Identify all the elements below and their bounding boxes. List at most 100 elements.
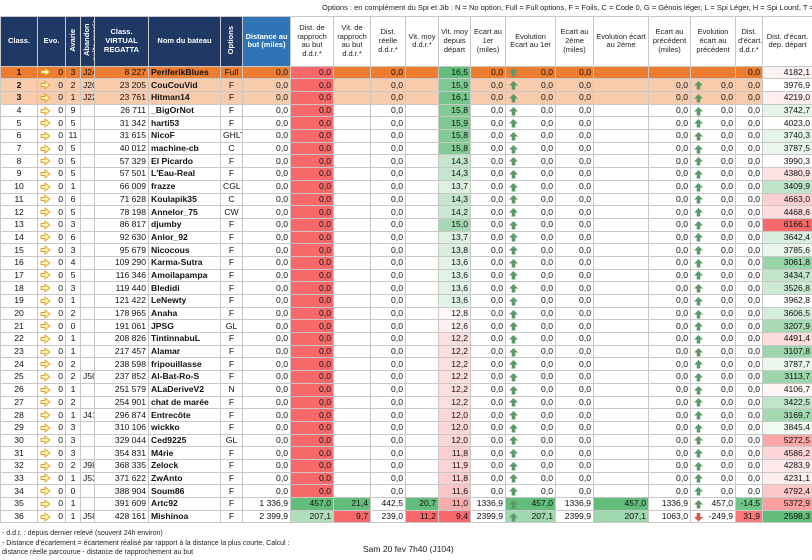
table-cell: 5 bbox=[0, 116, 38, 131]
table-cell bbox=[333, 103, 371, 118]
table-cell: 23 bbox=[0, 344, 38, 359]
cell-text: 457,0 bbox=[309, 498, 331, 509]
table-cell bbox=[80, 205, 95, 219]
table-cell: 95 679 bbox=[94, 243, 149, 257]
cell-text: 0,0 bbox=[491, 358, 503, 369]
table-cell: 0,0 bbox=[690, 230, 736, 245]
arrow-shape bbox=[40, 422, 51, 433]
table-cell: 0,0 bbox=[555, 116, 594, 131]
table-cell: 31 615 bbox=[94, 129, 149, 143]
cell-text: 0,0 bbox=[579, 447, 591, 458]
cell-content: 0,0 bbox=[508, 207, 553, 218]
cell-text: 35 bbox=[14, 498, 24, 509]
table-cell: 8 bbox=[0, 154, 38, 169]
table-cell: 0,0 bbox=[555, 230, 594, 245]
table-cell: F bbox=[220, 357, 243, 372]
table-cell: 0,0 bbox=[470, 471, 506, 486]
cell-text: 12,0 bbox=[451, 434, 468, 445]
table-cell: 0 bbox=[37, 319, 66, 334]
cell-text: 0,0 bbox=[319, 384, 331, 395]
table-cell: 0,0 bbox=[470, 395, 506, 410]
right-arrow-icon bbox=[40, 460, 51, 471]
cell-text: 31 342 bbox=[119, 117, 146, 128]
table-cell: 0,0 bbox=[470, 78, 506, 92]
up-arrow-icon bbox=[509, 195, 518, 204]
cell-text: 0,0 bbox=[391, 269, 403, 280]
table-cell: 0,0 bbox=[735, 268, 763, 283]
cell-text: 0,0 bbox=[579, 269, 591, 280]
table-cell: 4663,0 bbox=[762, 192, 812, 207]
cell-text: 0,0 bbox=[491, 485, 503, 496]
table-cell: 0 bbox=[37, 509, 66, 524]
table-cell: 0,0 bbox=[370, 255, 406, 270]
cell-content: 0 bbox=[40, 169, 63, 180]
table-cell: 0,0 bbox=[370, 179, 406, 194]
table-cell: 0 bbox=[37, 205, 66, 219]
cell-text: 0,0 bbox=[676, 244, 688, 255]
cell-text: 0,0 bbox=[491, 295, 503, 306]
cell-text: 0,0 bbox=[276, 79, 288, 90]
up-arrow-icon bbox=[509, 474, 518, 483]
arrow-shape bbox=[694, 144, 703, 154]
cell-content: 0,0 bbox=[508, 105, 553, 116]
table-cell: 0,0 bbox=[735, 319, 763, 334]
table-cell: 0,0 bbox=[290, 103, 334, 118]
arrow-shape bbox=[694, 182, 703, 192]
cell-text: 0,0 bbox=[541, 79, 553, 90]
table-cell: 0,0 bbox=[690, 116, 736, 131]
cell-text: 0,0 bbox=[319, 358, 331, 369]
cell-text: 28 bbox=[14, 409, 24, 420]
table-cell: 26 711 bbox=[94, 103, 149, 118]
table-cell bbox=[333, 446, 371, 460]
cell-content: 0 bbox=[40, 372, 63, 383]
cell-text: 0,0 bbox=[276, 472, 288, 483]
table-cell: 0,0 bbox=[505, 357, 556, 372]
cell-content: 0,0 bbox=[508, 334, 553, 345]
cell-text: 11 bbox=[68, 130, 78, 141]
table-cell: 0,0 bbox=[370, 217, 406, 232]
cell-text: 5 bbox=[70, 206, 76, 217]
cell-text: 0,0 bbox=[391, 105, 403, 116]
table-cell: 2 bbox=[65, 458, 81, 473]
cell-content: 0,0 bbox=[693, 105, 733, 116]
cell-content: 0 bbox=[40, 486, 63, 497]
arrow-shape bbox=[694, 360, 703, 369]
cell-text: ZwAnto bbox=[151, 472, 183, 483]
cell-text: 0,0 bbox=[676, 472, 688, 483]
cell-text: Zelock bbox=[151, 460, 179, 471]
cell-text: 0,0 bbox=[541, 117, 553, 128]
table-row: 4 0 9 26 711 _BigOrNot F 0,0 0,0 0,0 15,8 0,0 0,0 0,… bbox=[0, 103, 812, 118]
table-cell: 0,0 bbox=[505, 230, 556, 245]
table-cell: 0,0 bbox=[735, 65, 763, 80]
table-cell: 457,0 bbox=[690, 497, 736, 511]
table-cell bbox=[593, 217, 649, 232]
table-cell: 191 061 bbox=[94, 319, 149, 334]
table-cell: 6 bbox=[0, 129, 38, 143]
cell-text: F bbox=[228, 308, 235, 319]
table-cell: 14,3 bbox=[438, 192, 471, 207]
table-cell: 0 bbox=[37, 332, 66, 346]
table-cell: 0,0 bbox=[290, 458, 334, 473]
up-arrow-icon bbox=[694, 334, 703, 344]
cell-text: 0,0 bbox=[491, 244, 503, 255]
table-cell: 0 bbox=[37, 78, 66, 92]
cell-text: 3787,5 bbox=[783, 143, 810, 154]
cell-text: 0,0 bbox=[579, 434, 591, 445]
cell-text: 4663,0 bbox=[783, 193, 810, 204]
table-cell: 0,0 bbox=[242, 255, 291, 270]
cell-content: 0 bbox=[40, 118, 63, 129]
cell-text: 3642,4 bbox=[783, 231, 810, 242]
table-cell: 0,0 bbox=[555, 243, 594, 257]
table-cell: 12,6 bbox=[438, 319, 471, 334]
cell-text: 0,0 bbox=[491, 422, 503, 433]
table-cell: 5 bbox=[65, 167, 81, 181]
table-cell: 5 bbox=[65, 141, 81, 156]
cell-text: J41 bbox=[83, 409, 94, 420]
cell-content: 0,0 bbox=[508, 448, 553, 459]
cell-content: 0,0 bbox=[693, 410, 733, 421]
cell-text: 0 bbox=[58, 358, 63, 369]
up-arrow-icon bbox=[694, 157, 703, 166]
arrow-shape bbox=[694, 296, 703, 306]
cell-text: 12,2 bbox=[451, 371, 468, 382]
cell-text: 0,0 bbox=[748, 193, 760, 204]
